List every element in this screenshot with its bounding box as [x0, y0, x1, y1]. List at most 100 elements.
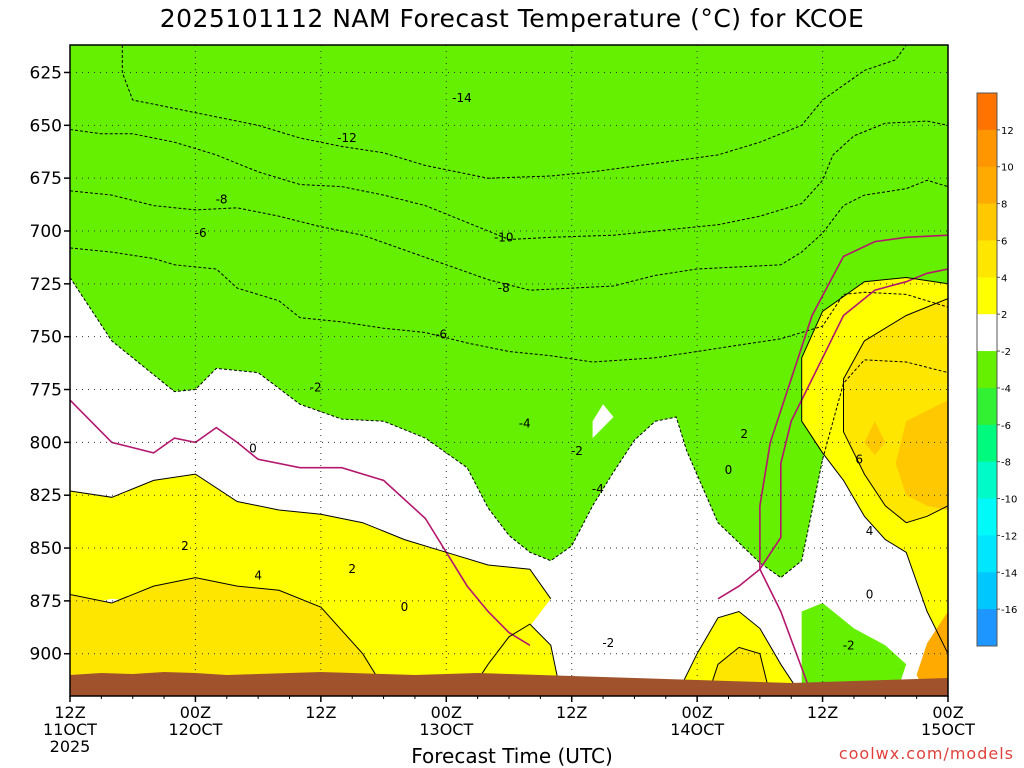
y-tick-label-3: 700 [30, 222, 62, 242]
colorbar-swatch-3 [977, 203, 997, 241]
temperature-band-16 [916, 611, 948, 696]
y-tick-label-1: 650 [30, 116, 62, 136]
y-tick-label-2: 675 [30, 169, 62, 189]
colorbar-label-2: -12 [1001, 531, 1017, 542]
colorbar-swatch-9 [977, 424, 997, 463]
temperature-band-7 [70, 474, 551, 696]
contour-label-10: -2 [571, 444, 583, 458]
contour-labels: -14 -12 -8 -6 -10 -8 -6 -2 -4 0 -2 -4 2 0 6 4 2 2 4 0 0 -2 -2 [181, 91, 874, 652]
contour-line-0 [121, 45, 907, 179]
x-tick-label-0-1: 11OCT [43, 720, 97, 739]
temperature-band-15 [864, 421, 886, 455]
colorbar-swatch-10 [977, 461, 997, 500]
contour-label-13: 0 [725, 463, 733, 477]
y-tick-label-10: 875 [30, 592, 62, 612]
colorbar-label-11: 8 [1001, 200, 1007, 211]
colorbar-label-5: -6 [1001, 421, 1011, 432]
contour-label-4: -10 [494, 230, 514, 244]
x-tick-label-3-1: 13OCT [419, 720, 473, 739]
contour-label-3: -6 [195, 226, 207, 240]
contour-label-18: 4 [254, 569, 262, 583]
colorbar-swatch-0 [977, 93, 997, 131]
colorbar-swatch-7 [977, 351, 997, 389]
contour-label-17: 2 [348, 562, 356, 576]
y-axis: 625 650 675 700 725 750 775 800 825 850 875 900 [30, 63, 70, 665]
contour-label-1: -12 [337, 131, 357, 145]
contour-label-14: 6 [855, 452, 863, 466]
contour-line-10 [801, 276, 948, 654]
x-tick-label-0-0: 12Z [54, 703, 85, 722]
colorbar-frame [976, 92, 998, 647]
x-tick-label-7-1: 15OCT [921, 720, 975, 739]
contour-line-5 [70, 399, 531, 646]
x-axis-label: Forecast Time (UTC) [411, 744, 613, 768]
y-tick-label-5: 750 [30, 328, 62, 348]
colorbar-swatch-4 [977, 240, 997, 278]
colorbar-label-6: -4 [1001, 384, 1011, 395]
credit-text: coolwx.com/models [838, 744, 1014, 763]
contour-label-16: 2 [181, 539, 189, 553]
x-tick-label-2-0: 12Z [305, 703, 336, 722]
x-tick-label-1-1: 12OCT [168, 720, 222, 739]
colorbar-label-12: 10 [1001, 163, 1014, 174]
x-tick-label-0-2: 2025 [50, 737, 91, 756]
colorbar-swatch-11 [977, 498, 997, 536]
terrain [70, 672, 948, 696]
contour-line-9 [70, 577, 385, 688]
x-tick-label-4-0: 12Z [556, 703, 587, 722]
grid-lines [70, 45, 948, 696]
y-tick-label-9: 850 [30, 539, 62, 559]
contour-label-7: -2 [310, 380, 322, 394]
contour-line-4 [70, 277, 948, 579]
x-tick-label-3-0: 00Z [431, 703, 462, 722]
temperature-band-6 [70, 45, 948, 578]
colorbar-label-8: 2 [1001, 310, 1007, 321]
contour-line-3 [70, 247, 948, 363]
contour-label-2: -8 [216, 192, 228, 206]
contour-label-20: 0 [866, 588, 874, 602]
contour-line-14 [466, 623, 562, 696]
contour-line-13 [707, 646, 771, 696]
colorbar-label-9: 4 [1001, 273, 1007, 284]
colorbar-swatch-12 [977, 535, 997, 573]
colorbar-label-7: -2 [1001, 347, 1011, 358]
contour-line-1 [70, 120, 948, 241]
x-tick-label-1-0: 00Z [180, 703, 211, 722]
temperature-band-18 [592, 404, 614, 439]
contour-label-15: 4 [866, 524, 874, 538]
contour-line-11 [843, 298, 948, 524]
contour-label-5: -8 [498, 281, 510, 295]
y-tick-label-4: 725 [30, 275, 62, 295]
contour-label-9: 0 [249, 442, 257, 456]
temperature-band-8 [70, 577, 384, 696]
y-tick-label-7: 800 [30, 433, 62, 453]
x-tick-label-6-0: 12Z [807, 703, 838, 722]
chart-title: 2025101112 NAM Forecast Temperature (°C)… [159, 4, 865, 33]
contour-line-2 [70, 179, 948, 291]
x-tick-label-5-0: 00Z [681, 703, 712, 722]
colorbar: -16 -14 -12 -10 -8 -6 -4 -2 2 4 6 8 10 12 [976, 92, 1017, 647]
terrain-fill [70, 672, 948, 696]
x-tick-label-7-0: 00Z [932, 703, 963, 722]
colorbar-swatch-8 [977, 387, 997, 426]
contour-line-8 [70, 473, 552, 600]
temperature-band-17 [801, 603, 907, 696]
colorbar-swatch-6 [977, 314, 997, 352]
colorbar-label-10: 6 [1001, 236, 1007, 247]
colorbar-label-1: -14 [1001, 568, 1017, 579]
contour-label-21: -2 [602, 636, 614, 650]
contour-label-19: 0 [401, 600, 409, 614]
colorbar-swatch-2 [977, 166, 997, 205]
contour-label-6: -6 [435, 328, 447, 342]
contour-label-0: -14 [452, 91, 472, 105]
y-tick-label-8: 825 [30, 486, 62, 506]
y-tick-label-6: 775 [30, 381, 62, 401]
contour-label-22: -2 [843, 638, 855, 652]
colorbar-swatch-5 [977, 277, 997, 315]
contour-line-12 [675, 610, 803, 696]
x-tick-label-5-1: 14OCT [670, 720, 724, 739]
contour-lines [70, 45, 948, 696]
contour-label-12: 2 [740, 427, 748, 441]
